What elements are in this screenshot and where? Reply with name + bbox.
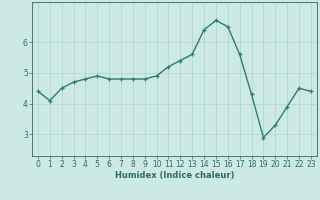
- X-axis label: Humidex (Indice chaleur): Humidex (Indice chaleur): [115, 171, 234, 180]
